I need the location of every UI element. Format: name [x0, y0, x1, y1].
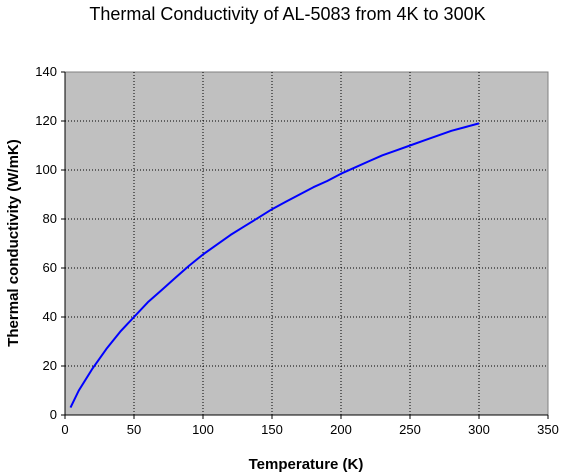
y-tick-label: 80 — [43, 211, 57, 226]
tick-labels: 0 50 100 150 200 250 300 350 0 20 40 60 80 100 120 140 — [35, 64, 559, 437]
grid-lines — [61, 71, 549, 419]
x-tick-label: 50 — [127, 422, 141, 437]
x-tick-label: 350 — [537, 422, 559, 437]
chart-title: Thermal Conductivity of AL-5083 from 4K … — [89, 4, 486, 24]
y-tick-label: 140 — [35, 64, 57, 79]
y-tick-label: 100 — [35, 162, 57, 177]
y-tick-label: 0 — [50, 407, 57, 422]
y-axis-label: Thermal conductivity (W/mK) — [5, 139, 22, 347]
x-tick-label: 300 — [468, 422, 490, 437]
y-tick-label: 60 — [43, 260, 57, 275]
series-line — [69, 122, 480, 409]
x-tick-label: 100 — [192, 422, 214, 437]
x-tick-label: 0 — [61, 422, 68, 437]
plot-area — [64, 71, 549, 416]
series-layer — [69, 122, 480, 409]
y-tick-label: 20 — [43, 358, 57, 373]
x-tick-label: 250 — [399, 422, 421, 437]
x-tick-label: 150 — [261, 422, 283, 437]
y-tick-label: 40 — [43, 309, 57, 324]
y-tick-label: 120 — [35, 113, 57, 128]
x-tick-label: 200 — [330, 422, 352, 437]
x-axis-label: Temperature (K) — [249, 456, 364, 473]
